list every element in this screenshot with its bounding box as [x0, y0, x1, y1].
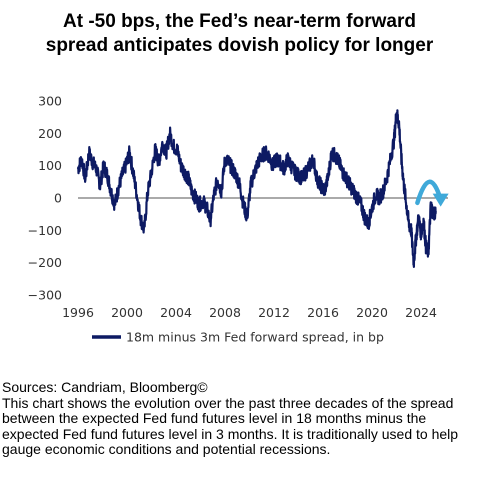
series-line [76, 109, 437, 268]
x-tick-label: 2008 [209, 305, 241, 320]
x-tick-label: 2000 [111, 305, 143, 320]
x-tick-label: 2012 [258, 305, 290, 320]
y-tick-label: −100 [28, 223, 62, 238]
y-tick-label: 200 [38, 126, 62, 141]
y-tick-label: −300 [28, 288, 62, 303]
y-tick-label: 0 [54, 191, 62, 206]
legend-label: 18m minus 3m Fed forward spread, in bp [126, 330, 384, 345]
chart-title: At -50 bps, the Fed’s near-term forward … [0, 10, 479, 58]
y-tick-label: −200 [28, 255, 62, 270]
x-tick-label: 1996 [62, 305, 94, 320]
x-tick-label: 2024 [405, 305, 437, 320]
title-line-2: spread anticipates dovish policy for lon… [45, 35, 434, 56]
title-line-1: At -50 bps, the Fed’s near-term forward [63, 11, 416, 32]
arrow-head [432, 193, 449, 207]
y-tick-label: 100 [38, 158, 62, 173]
x-tick-label: 2020 [356, 305, 388, 320]
description-text: This chart shows the evolution over the … [2, 394, 459, 457]
chart-footer: Sources: Candriam, Bloomberg© This chart… [2, 379, 476, 458]
y-tick-label: 300 [38, 94, 62, 109]
sources-text: Sources: Candriam, Bloomberg© [2, 379, 208, 395]
x-tick-label: 2016 [307, 305, 339, 320]
x-tick-label: 2004 [160, 305, 192, 320]
